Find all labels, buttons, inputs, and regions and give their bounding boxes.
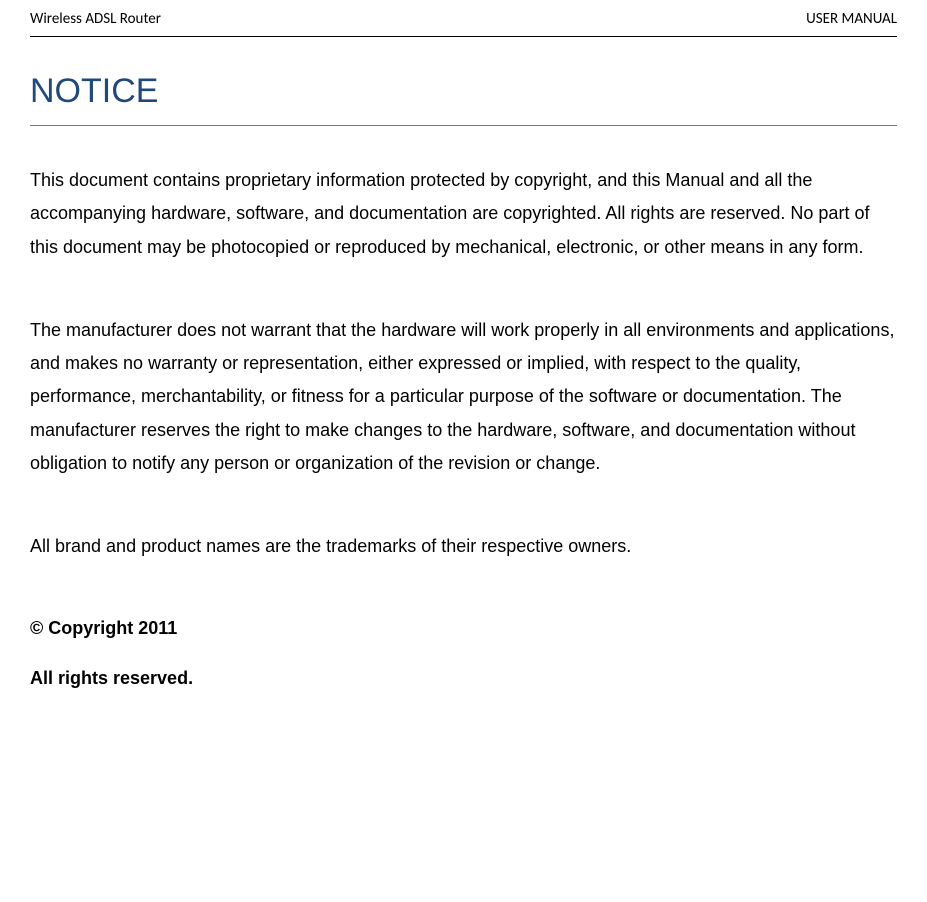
- notice-paragraph-1: This document contains proprietary infor…: [30, 164, 897, 264]
- notice-paragraph-3: All brand and product names are the trad…: [30, 530, 897, 563]
- notice-paragraph-2: The manufacturer does not warrant that t…: [30, 314, 897, 480]
- notice-title: NOTICE: [30, 72, 897, 126]
- header-product-name: Wireless ADSL Router: [30, 10, 161, 28]
- header-doc-type: USER MANUAL: [806, 10, 897, 28]
- rights-reserved-line: All rights reserved.: [30, 664, 897, 693]
- page-header: Wireless ADSL Router USER MANUAL: [30, 10, 897, 37]
- copyright-line: © Copyright 2011: [30, 614, 897, 643]
